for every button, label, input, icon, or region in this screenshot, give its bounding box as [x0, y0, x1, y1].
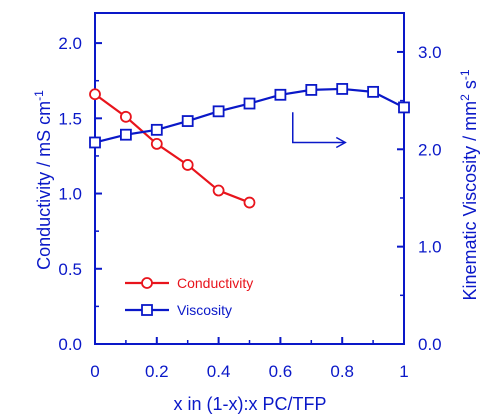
y-axis-left-title-sup: -1: [32, 90, 46, 101]
ticks: 0 0.2 0.4 0.6 0.8 1 0.0 0.5 1.0 1.5 2.0 0.0 1.0 2.0 3.…: [58, 34, 441, 381]
y-right-tick-label: 2.0: [418, 140, 442, 159]
y-left-tick-label: 2.0: [58, 34, 82, 53]
conductivity-point: [181, 159, 194, 171]
y-axis-left-title-main: Conductivity / mS cm: [34, 101, 54, 270]
x-tick-label: 0.6: [269, 362, 293, 381]
annotation-arrow-line: [292, 112, 346, 144]
conductivity-point: [243, 196, 256, 209]
legend: Conductivity Viscosity: [125, 275, 253, 318]
y-left-tick-label: 0.5: [58, 260, 82, 279]
viscosity-point: [305, 84, 318, 96]
viscosity-point: [89, 136, 101, 149]
y-axis-right-title-sup2: -1: [458, 69, 472, 80]
series-layer: [89, 83, 410, 209]
annotation-arrow-head: [335, 136, 347, 149]
viscosity-point: [212, 105, 225, 118]
y-axis-left-title: Conductivity / mS cm-1: [32, 90, 54, 270]
annotation-layer: [292, 112, 347, 149]
y-axis-right-title-main: Kinematic Viscosity / mm: [460, 101, 480, 301]
x-tick-label: 0.2: [145, 362, 169, 381]
x-axis-title: x in (1-x):x PC/TFP: [173, 394, 326, 414]
viscosity-point: [274, 88, 287, 101]
viscosity-point: [367, 85, 380, 98]
y-right-tick-label: 0.0: [418, 335, 442, 354]
conductivity-point: [212, 184, 225, 197]
viscosity-point: [243, 97, 256, 110]
x-tick-label: 0: [90, 362, 99, 381]
legend-viscosity-label: Viscosity: [177, 302, 232, 318]
y-left-tick-label: 0.0: [58, 335, 82, 354]
y-right-tick-label: 3.0: [418, 43, 442, 62]
x-tick-label: 1: [399, 362, 408, 381]
legend-viscosity-marker: [141, 304, 153, 316]
y-axis-right-title-mid: s: [460, 80, 480, 94]
axes: [94, 12, 405, 345]
viscosity-series-line: [94, 87, 405, 144]
y-axis-right-title-sup1: 2: [458, 94, 472, 101]
conductivity-point: [150, 137, 163, 150]
viscosity-point: [336, 83, 349, 95]
viscosity-point: [398, 101, 410, 114]
x-tick-label: 0.4: [207, 362, 231, 381]
viscosity-point: [150, 123, 163, 136]
legend-conductivity-label: Conductivity: [177, 275, 253, 291]
viscosity-point: [120, 128, 132, 141]
y-right-tick-label: 1.0: [418, 238, 442, 257]
conductivity-point: [89, 88, 101, 101]
plot-frame: [94, 12, 405, 345]
conductivity-point: [120, 110, 132, 123]
y-left-tick-label: 1.5: [58, 109, 82, 128]
y-left-tick-label: 1.0: [58, 185, 82, 204]
legend-conductivity-marker: [141, 277, 153, 289]
y-axis-right-title: Kinematic Viscosity / mm2 s-1: [458, 69, 480, 300]
x-tick-label: 0.8: [330, 362, 354, 381]
viscosity-point: [181, 115, 194, 127]
